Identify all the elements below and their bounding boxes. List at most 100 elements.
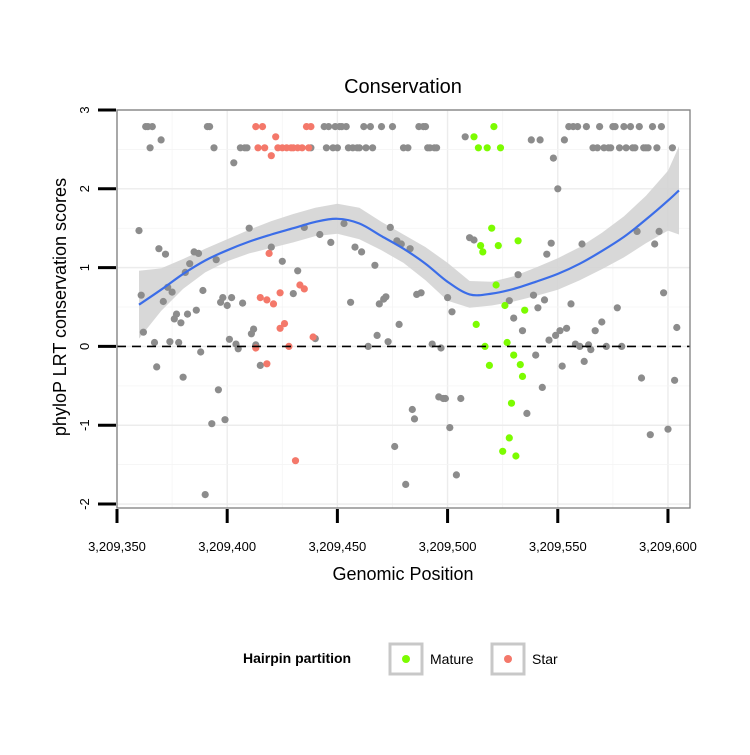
data-point-star [291,457,300,465]
data-point-other [194,249,203,257]
data-point-other [388,123,397,131]
data-point-star [265,249,273,257]
confidence-band [139,146,679,339]
data-point-mature [490,123,498,131]
data-point-other [278,257,286,265]
data-point-mature [503,338,511,347]
data-point-other [660,289,668,297]
data-point-other [646,431,654,439]
data-point-other [166,338,174,346]
data-point-other [556,327,564,335]
data-point-other [161,250,170,258]
x-axis-label: Genomic Position [332,564,473,584]
data-point-other [325,123,333,131]
points-layer [135,123,681,499]
data-point-other [172,310,181,318]
data-point-other [514,271,522,279]
y-tick-label: 2 [77,185,92,192]
data-point-star [252,123,260,131]
data-point-other [582,123,591,131]
data-point-other [593,144,602,152]
data-point-other [591,327,599,335]
data-point-other [554,185,562,193]
data-point-other [327,238,335,246]
data-point-other [552,331,560,339]
smooth-line-layer [138,189,680,306]
data-point-other [206,123,214,131]
data-point-other [545,336,553,344]
data-point-other [342,123,350,131]
data-point-other [574,123,582,131]
data-point-mature [514,237,522,245]
data-point-other [219,294,227,302]
data-point-other [534,304,542,312]
data-point-other [256,361,264,369]
data-point-mature [483,144,491,152]
data-point-other [631,144,639,152]
data-point-other [655,227,663,235]
data-point-other [532,351,540,359]
data-point-other [437,344,445,352]
data-point-other [382,293,390,301]
data-point-mature [485,361,493,369]
data-point-mature [507,399,516,407]
x-tick-label: 3,209,600 [639,539,697,554]
data-point-star [280,320,289,328]
data-point-other [461,133,469,141]
data-point-other [243,144,251,152]
data-point-other [228,294,236,302]
data-point-other [245,224,253,232]
x-tick-label: 3,209,400 [198,539,256,554]
data-point-other [223,301,231,310]
data-point-other [355,144,363,152]
data-point-other [560,136,569,144]
data-point-star [305,144,313,152]
data-point-other [210,144,218,152]
data-point-other [587,346,595,354]
data-point-star [307,123,315,131]
data-point-mature [492,281,500,289]
data-point-other [648,123,657,131]
data-point-other [547,239,555,247]
data-point-other [457,394,465,403]
chart-title: Conservation [344,76,462,98]
data-point-other [230,159,238,167]
data-point-other [633,227,641,235]
data-point-other [563,324,571,332]
data-point-other [404,144,412,152]
x-tick-label: 3,209,450 [308,539,366,554]
data-point-other [384,338,392,346]
data-point-other [360,123,368,131]
data-point-mature [518,372,527,380]
data-point-mature [521,306,529,314]
data-point-other [239,299,247,307]
data-point-star [272,133,280,141]
y-tick-label: 0 [77,343,92,350]
data-point-other [373,331,381,339]
x-tick-label: 3,209,350 [88,539,146,554]
y-tick-label: -1 [77,419,92,431]
data-point-other [580,357,588,365]
data-point-other [635,123,643,131]
data-point-other [518,327,527,335]
data-point-mature [501,301,509,310]
data-point-star [276,289,284,297]
data-point-other [177,319,185,327]
data-point-other [567,300,575,308]
data-point-other [175,338,183,347]
data-point-other [364,342,372,350]
x-tick-label: 3,209,550 [529,539,587,554]
data-point-other [316,230,324,239]
data-point-other [371,261,379,269]
data-point-other [153,363,161,371]
data-point-other [615,144,624,152]
y-tick-label: -2 [77,498,92,510]
data-point-mature [516,361,524,369]
legend-title: Hairpin partition [243,650,351,666]
data-point-star [261,144,269,152]
confidence-band-layer [139,146,679,339]
data-point-other [369,144,377,152]
data-point-mature [477,242,485,250]
data-point-other [137,291,145,299]
data-point-other [410,415,419,423]
